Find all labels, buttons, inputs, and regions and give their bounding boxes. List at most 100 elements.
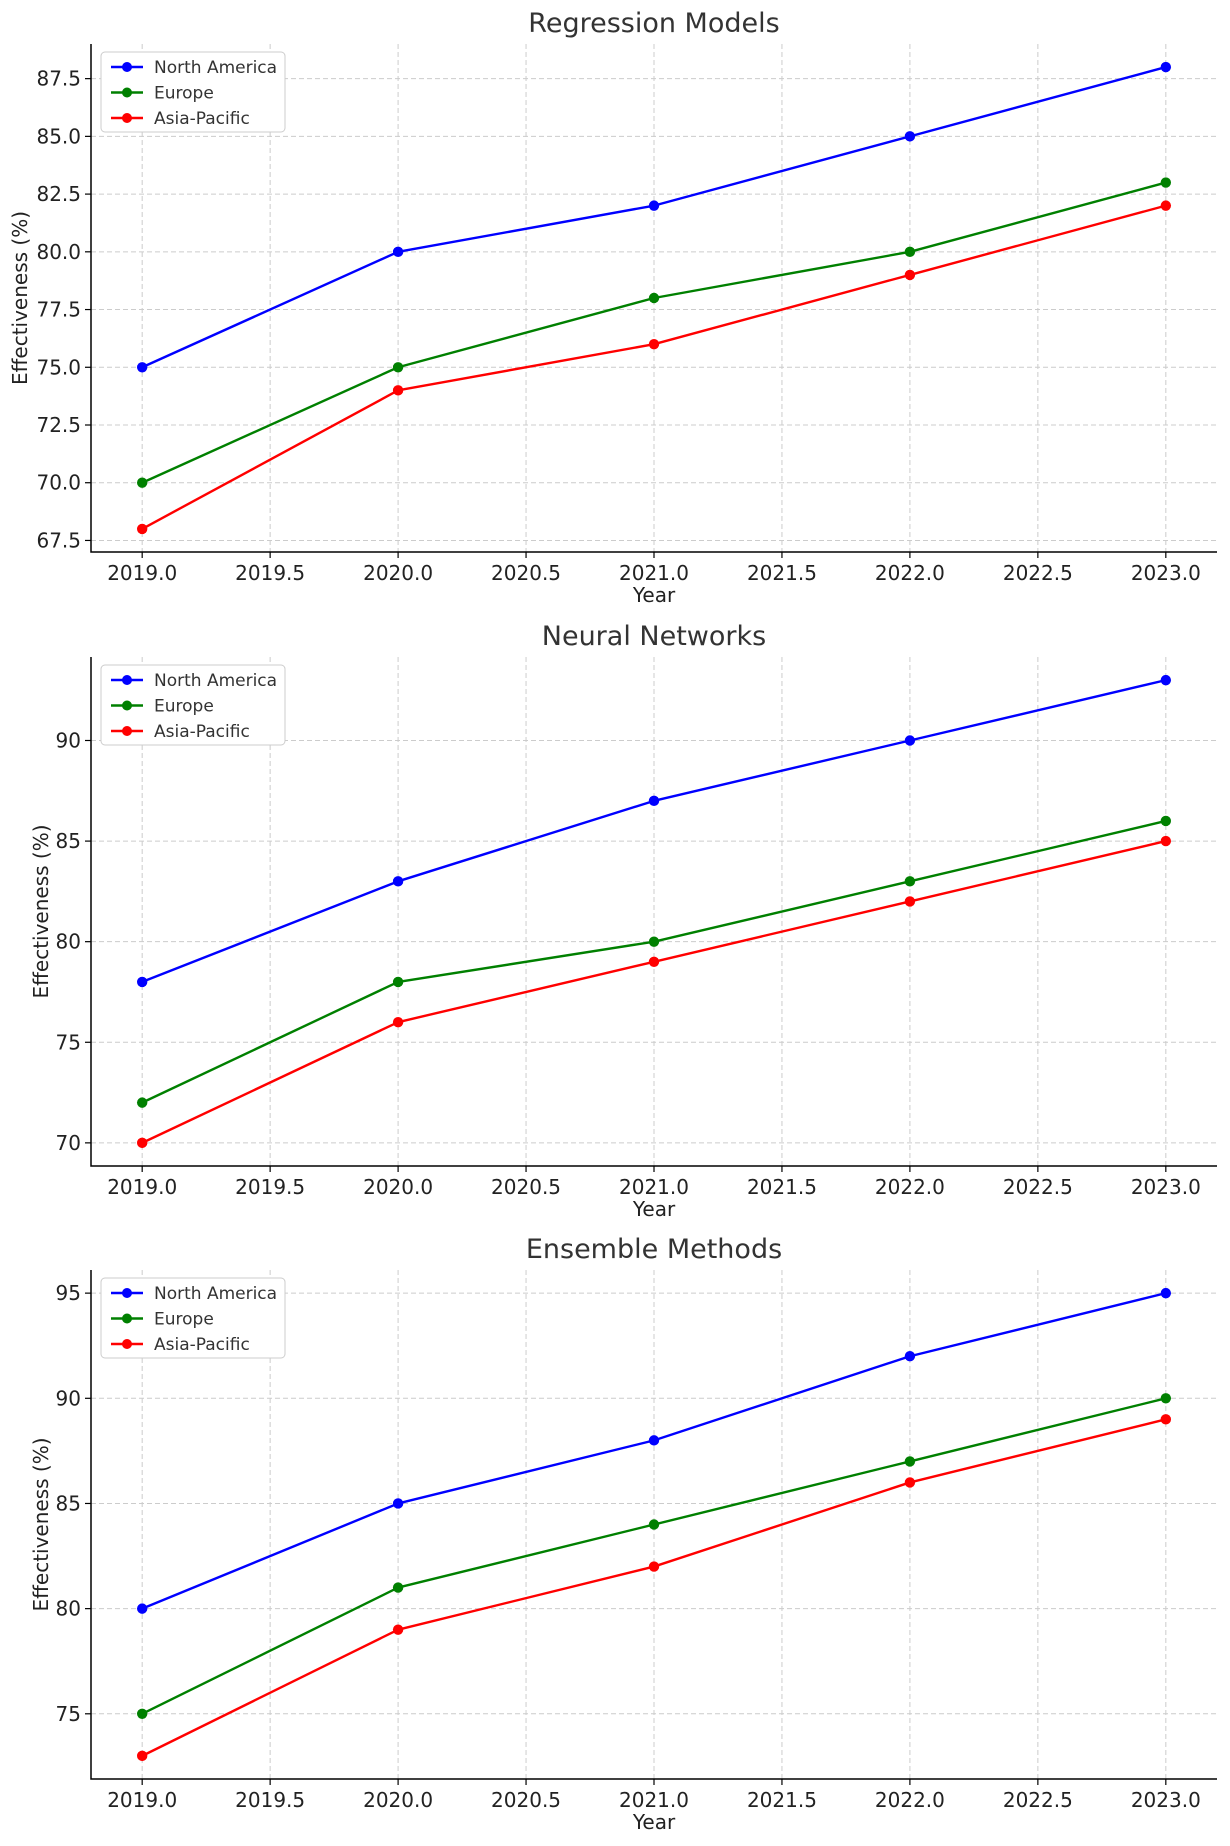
- x-tick-label: 2019.0: [107, 1175, 177, 1199]
- legend-box: [100, 1277, 286, 1359]
- legend-label-asia-pacific: Asia-Pacific: [154, 109, 250, 129]
- y-tick-label: 85.0: [36, 124, 81, 148]
- data-point-asia-pacific: [648, 1561, 660, 1572]
- data-point-north-america: [136, 1603, 148, 1614]
- y-tick-label: 72.5: [36, 413, 81, 437]
- x-tick-label: 2019.0: [107, 1788, 177, 1812]
- legend-label-europe: Europe: [154, 1310, 214, 1330]
- data-point-asia-pacific: [136, 1137, 148, 1149]
- series-north-america: [136, 1287, 1172, 1614]
- series-europe: [136, 815, 1172, 1108]
- data-point-north-america: [648, 200, 660, 211]
- x-tick-label: 2019.0: [107, 561, 177, 585]
- x-tick-label: 2022.5: [1003, 561, 1073, 585]
- y-tick-label: 75: [56, 1030, 81, 1054]
- data-point-north-america: [136, 362, 148, 373]
- x-tick-label: 2019.5: [235, 561, 305, 585]
- data-point-europe: [392, 1582, 404, 1593]
- data-point-asia-pacific: [648, 956, 660, 967]
- y-tick-label: 82.5: [36, 182, 81, 206]
- y-tick-label: 85: [56, 1491, 81, 1515]
- y-tick-label: 67.5: [36, 528, 81, 552]
- y-tick-label: 80: [56, 930, 81, 954]
- data-point-north-america: [392, 1498, 404, 1509]
- x-tick-label: 2020.0: [363, 561, 433, 585]
- x-tick-label: 2019.5: [235, 1175, 305, 1199]
- legend-label-asia-pacific: Asia-Pacific: [154, 1335, 250, 1355]
- data-point-asia-pacific: [1160, 1414, 1172, 1425]
- chart-title: Neural Networks: [542, 621, 766, 652]
- chart-title: Regression Models: [528, 8, 779, 39]
- y-tick-label: 80.0: [36, 240, 81, 264]
- data-point-asia-pacific: [392, 1624, 404, 1635]
- data-point-north-america: [1160, 61, 1172, 73]
- x-tick-label: 2023.0: [1131, 1175, 1201, 1199]
- x-tick-label: 2023.0: [1131, 1788, 1201, 1812]
- axis-spine: [90, 657, 1217, 1167]
- chart-panel-regression-models: 2019.0 2019.5 2020.0 2020.5 2021.0 2021.5 2022…: [8, 8, 1217, 607]
- x-tick-label: 2023.0: [1131, 561, 1201, 585]
- series-europe: [136, 177, 1172, 488]
- data-point-europe: [904, 876, 916, 887]
- data-point-asia-pacific: [904, 269, 916, 281]
- data-point-europe: [1160, 177, 1172, 188]
- y-tick-label: 95: [56, 1281, 81, 1305]
- data-point-asia-pacific: [136, 523, 148, 535]
- data-point-europe: [392, 362, 404, 373]
- x-tick-label: 2022.0: [875, 561, 945, 585]
- data-point-europe: [136, 1097, 148, 1108]
- y-tick-label: 80: [56, 1597, 81, 1621]
- y-tick-label: 85: [56, 829, 81, 853]
- x-tick-label: 2022.0: [875, 1175, 945, 1199]
- x-axis-label: Year: [632, 583, 676, 607]
- x-axis-label: Year: [632, 1810, 676, 1834]
- data-point-asia-pacific: [392, 1016, 404, 1028]
- x-tick-label: 2021.0: [619, 1788, 689, 1812]
- series-asia-pacific: [136, 835, 1172, 1149]
- data-point-europe: [648, 936, 660, 947]
- y-axis-label: Effectiveness (%): [29, 1437, 53, 1611]
- legend-marker-europe: [122, 87, 132, 98]
- grid: [91, 657, 1217, 1166]
- data-point-asia-pacific: [648, 338, 660, 350]
- y-tick-label: 87.5: [36, 67, 81, 91]
- x-tick-label: 2021.0: [619, 1175, 689, 1199]
- data-point-europe: [904, 246, 916, 258]
- legend-label-north-america: North America: [154, 1284, 277, 1304]
- data-point-europe: [1160, 1393, 1172, 1404]
- legend-label-europe: Europe: [154, 697, 214, 717]
- data-point-asia-pacific: [904, 896, 916, 907]
- data-point-europe: [904, 1456, 916, 1467]
- data-point-north-america: [392, 246, 404, 258]
- y-tick-label: 90: [56, 1386, 81, 1410]
- data-point-asia-pacific: [1160, 835, 1172, 847]
- x-tick-label: 2021.5: [747, 1788, 817, 1812]
- data-point-asia-pacific: [392, 385, 404, 396]
- series-asia-pacific: [136, 200, 1172, 535]
- axis-spine: [90, 1270, 1217, 1780]
- legend: North America Europe Asia-Pacific: [100, 664, 286, 746]
- y-tick-label: 70: [56, 1131, 81, 1155]
- data-point-asia-pacific: [904, 1477, 916, 1488]
- x-tick-label: 2022.5: [1003, 1175, 1073, 1199]
- data-point-north-america: [648, 1435, 660, 1446]
- data-point-north-america: [904, 131, 916, 142]
- data-point-europe: [648, 292, 660, 304]
- legend: North America Europe Asia-Pacific: [100, 1277, 286, 1359]
- legend-label-north-america: North America: [154, 671, 277, 691]
- y-tick-label: 90: [56, 728, 81, 752]
- legend-marker-north-america: [122, 675, 132, 685]
- legend-marker-europe: [122, 700, 132, 711]
- legend: North America Europe Asia-Pacific: [100, 51, 286, 133]
- legend-marker-north-america: [122, 62, 132, 72]
- data-point-north-america: [904, 1351, 916, 1362]
- series-north-america: [136, 674, 1172, 988]
- y-tick-label: 77.5: [36, 298, 81, 322]
- series-asia-pacific: [136, 1414, 1172, 1762]
- y-axis-label: Effectiveness (%): [8, 211, 32, 385]
- legend-marker-europe: [122, 1313, 132, 1324]
- data-point-north-america: [392, 876, 404, 887]
- data-point-europe: [648, 1519, 660, 1530]
- chart-panel-ensemble-methods: 2019.0 2019.5 2020.0 2020.5 2021.0 2021.5 2022…: [29, 1234, 1217, 1834]
- legend-marker-asia-pacific: [122, 113, 132, 123]
